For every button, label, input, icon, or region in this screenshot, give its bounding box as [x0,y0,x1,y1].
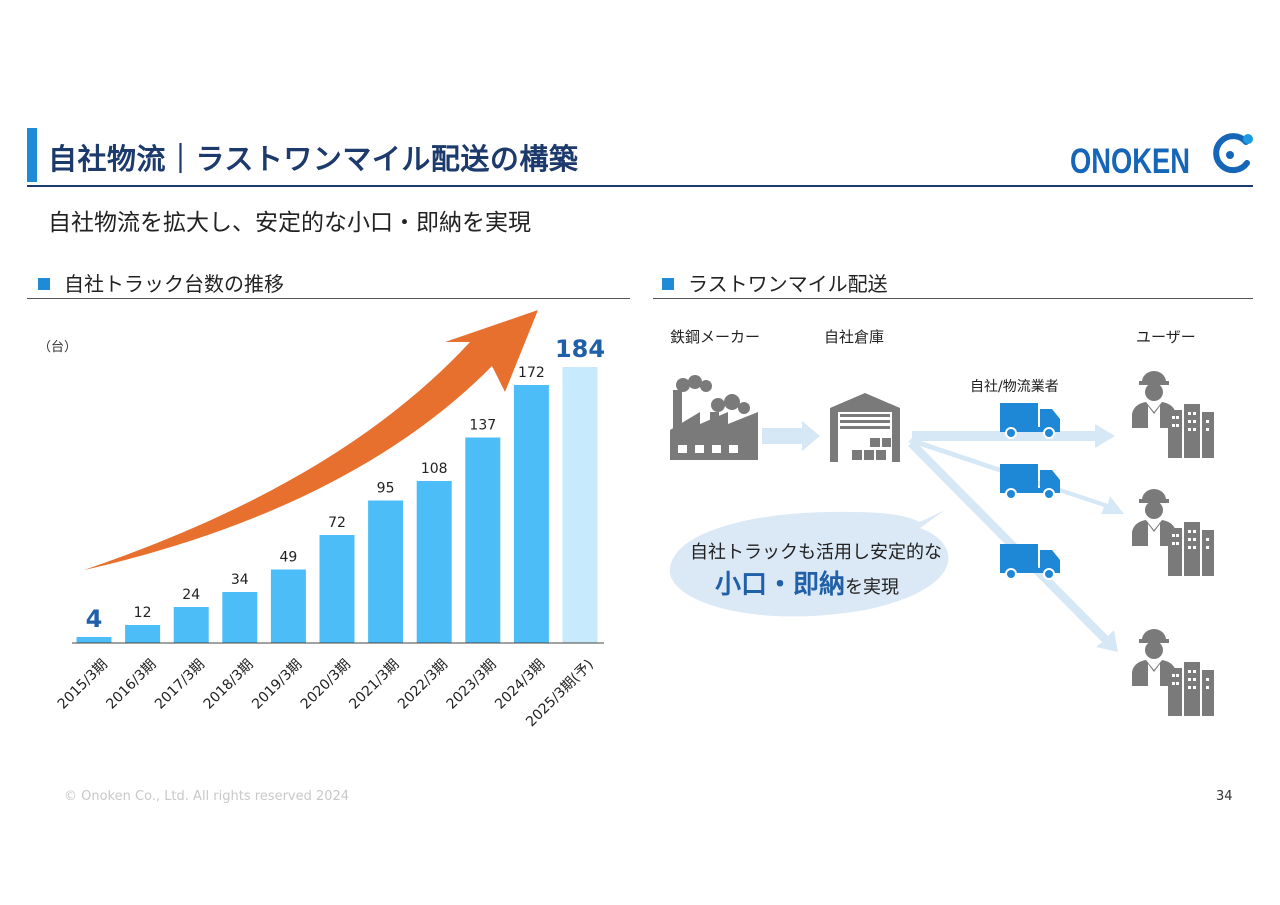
category-label: 2019/3期 [249,657,305,713]
right-section-heading-text: ラストワンマイル配送 [688,272,888,296]
category-label: 2022/3期 [395,657,451,713]
bubble-emphasis: 小口・即納 [715,570,846,600]
bullet-square-icon [662,277,674,290]
left-section-divider [27,298,630,299]
value-label: 12 [134,605,152,621]
right-section-heading: ラストワンマイル配送 [662,268,888,297]
chart-category-labels: 2015/3期2016/3期2017/3期2018/3期2019/3期2020/… [55,657,597,731]
logo-text: ONOKEN [1070,142,1190,180]
growth-trend-arrow [84,310,538,570]
truck-icon [1000,403,1060,439]
value-label: 4 [86,605,103,633]
user-worker-icon [1132,489,1214,576]
value-label: 137 [469,418,496,434]
speech-bubble [669,510,949,617]
footer-copyright: © Onoken Co., Ltd. All rights reserved 2… [64,789,350,804]
category-label: 2015/3期 [55,657,111,713]
label-user: ユーザー [1136,328,1196,346]
bar-2021/3期 [368,500,404,643]
value-label: 72 [328,515,346,531]
value-label: 172 [518,365,545,381]
label-steel-maker: 鉄鋼メーカー [670,328,761,346]
chart-unit-label: （台） [38,340,78,355]
bar-2025/3期(予) [562,367,598,643]
flow-arrow-maker-to-warehouse [762,421,820,451]
right-section-divider [653,298,1253,299]
bubble-rest: を実現 [845,577,900,598]
value-label: 184 [555,335,605,363]
trucks-group [1000,403,1060,580]
bubble-line-2: 小口・即納を実現 [715,564,899,601]
title-divider [27,185,1253,187]
left-section-heading-text: 自社トラック台数の推移 [64,272,284,296]
user-worker-icon [1132,629,1214,716]
chart-bars [76,367,598,643]
category-label: 2018/3期 [201,657,257,713]
bar-2022/3期 [416,481,452,643]
bar-2020/3期 [319,535,355,643]
left-section-heading: 自社トラック台数の推移 [38,268,284,297]
bar-2023/3期 [465,437,501,643]
users-group [1132,371,1214,716]
factory-icon [670,375,758,460]
value-label: 108 [421,461,448,477]
category-label: 2020/3期 [298,657,354,713]
bar-2024/3期 [513,385,549,643]
onoken-logo: ONOKEN [1070,133,1253,180]
value-label: 34 [231,572,249,588]
last-mile-diagram [669,371,1214,716]
bullet-square-icon [38,277,50,290]
chart-value-labels: 4 12 24 34 49 72 95 108 137 172 184 [86,335,605,633]
value-label: 95 [377,481,395,497]
value-label: 49 [279,550,297,566]
warehouse-icon [830,393,900,462]
category-label: 2016/3期 [103,657,159,713]
bar-2019/3期 [270,569,306,643]
page-number: 34 [1216,789,1233,804]
label-carrier: 自社/物流業者 [970,379,1059,395]
truck-icon [1000,544,1060,580]
page-subtitle: 自社物流を拡大し、安定的な小口・即納を実現 [48,210,531,236]
category-label: 2017/3期 [152,657,208,713]
page-title: 自社物流｜ラストワンマイル配送の構築 [48,142,579,176]
title-accent-bar [27,128,37,182]
truck-count-chart: 4 12 24 34 49 72 95 108 137 172 184 2015/3期2016/3期… [55,310,605,731]
category-label: 2021/3期 [346,657,402,713]
truck-icon [1000,464,1060,500]
bar-2016/3期 [125,625,161,643]
value-label: 24 [182,587,200,603]
label-warehouse: 自社倉庫 [824,328,885,346]
bar-2017/3期 [173,607,209,643]
bar-2018/3期 [222,592,258,643]
user-worker-icon [1132,371,1214,458]
bar-2015/3期 [76,637,112,643]
category-label: 2023/3期 [444,657,500,713]
bubble-line-1: 自社トラックも活用し安定的な [690,542,942,563]
